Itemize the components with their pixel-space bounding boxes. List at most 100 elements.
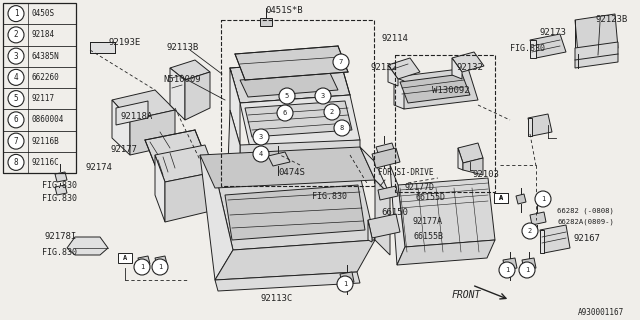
Text: 92174: 92174 (85, 163, 112, 172)
Text: 92177A: 92177A (412, 217, 442, 226)
Circle shape (8, 6, 24, 22)
Text: 1: 1 (505, 267, 509, 273)
Text: 2: 2 (13, 30, 19, 39)
Polygon shape (130, 110, 175, 155)
Circle shape (134, 259, 150, 275)
Text: 662260: 662260 (31, 73, 59, 82)
Text: FIG.830: FIG.830 (42, 194, 77, 203)
Polygon shape (575, 42, 618, 68)
Polygon shape (170, 68, 185, 120)
Bar (3, 3, 76, 173)
Text: 1: 1 (158, 264, 162, 270)
Text: 92132: 92132 (370, 63, 397, 72)
Text: 66282A(0809-): 66282A(0809-) (557, 218, 614, 225)
Polygon shape (376, 143, 396, 159)
Text: 0451S*B: 0451S*B (265, 6, 303, 15)
Polygon shape (240, 73, 338, 97)
Text: 66282 (-0808): 66282 (-0808) (557, 207, 614, 213)
Polygon shape (67, 237, 108, 255)
Text: 4: 4 (259, 151, 263, 157)
Text: 92116C: 92116C (31, 158, 59, 167)
Circle shape (324, 104, 340, 120)
Polygon shape (55, 185, 67, 195)
Text: 5: 5 (285, 93, 289, 99)
Polygon shape (260, 18, 272, 26)
Polygon shape (155, 155, 165, 222)
Circle shape (535, 191, 551, 207)
Circle shape (8, 133, 24, 149)
Polygon shape (240, 95, 360, 148)
Polygon shape (540, 225, 570, 253)
Text: N510009: N510009 (163, 75, 200, 84)
Text: 3: 3 (321, 93, 325, 99)
Polygon shape (155, 256, 167, 266)
Polygon shape (215, 272, 360, 291)
Text: 92103: 92103 (472, 170, 499, 179)
Circle shape (522, 223, 538, 239)
Polygon shape (170, 60, 210, 80)
Circle shape (253, 129, 269, 145)
Text: 66155D: 66155D (415, 193, 445, 202)
Text: 2: 2 (330, 109, 334, 115)
Polygon shape (368, 220, 372, 242)
Polygon shape (522, 258, 536, 270)
Circle shape (499, 262, 515, 278)
Circle shape (8, 48, 24, 64)
Circle shape (8, 27, 24, 43)
Polygon shape (378, 186, 398, 200)
Polygon shape (165, 172, 215, 222)
Polygon shape (368, 214, 400, 238)
Polygon shape (528, 118, 532, 136)
Polygon shape (112, 90, 175, 120)
Polygon shape (372, 148, 400, 168)
Text: 92116B: 92116B (31, 137, 59, 146)
Text: 1: 1 (13, 9, 19, 18)
Circle shape (277, 105, 293, 121)
Circle shape (8, 154, 24, 170)
Text: A: A (499, 195, 503, 201)
Polygon shape (530, 40, 536, 58)
Text: 8: 8 (340, 125, 344, 131)
Polygon shape (235, 46, 348, 80)
Polygon shape (268, 152, 290, 166)
Polygon shape (230, 60, 350, 103)
Polygon shape (375, 180, 390, 255)
Text: 92117: 92117 (31, 94, 54, 103)
Polygon shape (575, 20, 578, 60)
Text: FIG.830: FIG.830 (510, 44, 545, 53)
Circle shape (152, 259, 168, 275)
Circle shape (334, 120, 350, 136)
Polygon shape (397, 240, 495, 265)
Text: FIG.830: FIG.830 (42, 248, 77, 257)
Circle shape (8, 69, 24, 85)
Polygon shape (463, 158, 483, 175)
Text: 5: 5 (13, 94, 19, 103)
Text: 4: 4 (13, 73, 19, 82)
Polygon shape (528, 114, 552, 136)
Polygon shape (516, 194, 526, 204)
Polygon shape (530, 212, 546, 225)
Text: 66150: 66150 (381, 208, 408, 217)
Text: 6: 6 (283, 110, 287, 116)
Text: 1: 1 (140, 264, 144, 270)
Text: 6: 6 (13, 116, 19, 124)
Text: 92113B: 92113B (166, 43, 198, 52)
Text: 92132: 92132 (456, 63, 483, 72)
Text: 3: 3 (13, 52, 19, 60)
Circle shape (8, 91, 24, 107)
Polygon shape (138, 256, 150, 266)
Bar (395, 55, 495, 192)
Text: W130092: W130092 (432, 86, 470, 95)
Polygon shape (340, 272, 354, 284)
Text: 92178I: 92178I (44, 232, 76, 241)
Polygon shape (394, 68, 478, 109)
Polygon shape (230, 68, 240, 145)
Text: 1: 1 (343, 281, 347, 287)
Bar (494, 193, 508, 203)
Polygon shape (240, 140, 360, 170)
Text: 92118A: 92118A (120, 112, 152, 121)
Text: 2: 2 (528, 228, 532, 234)
Polygon shape (116, 101, 148, 125)
Text: 7: 7 (13, 137, 19, 146)
Circle shape (337, 276, 353, 292)
